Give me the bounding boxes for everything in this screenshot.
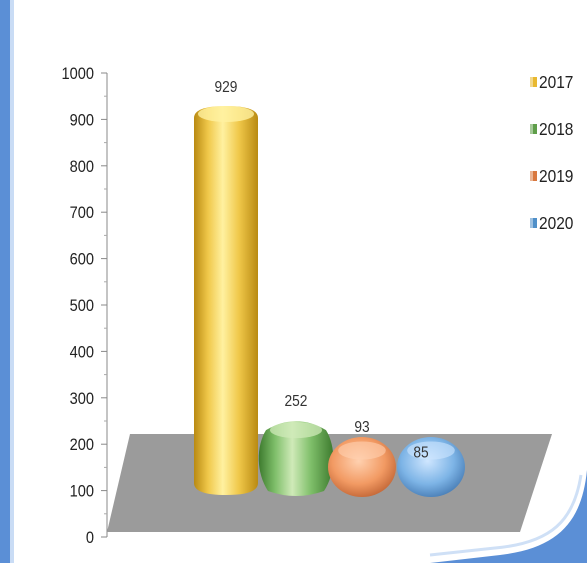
y-tick-label: 300 <box>70 390 95 408</box>
legend-item-2018: 2018 <box>530 119 573 139</box>
legend-label: 2019 <box>539 166 573 186</box>
bar-top <box>338 441 386 460</box>
data-labels: 929 252 93 85 <box>215 78 429 462</box>
legend-swatch <box>530 171 537 181</box>
legend-swatch-highlight <box>530 171 533 181</box>
data-label-2018: 252 <box>285 392 308 410</box>
y-tick-label: 100 <box>70 483 95 501</box>
legend-swatch-highlight <box>530 218 533 228</box>
y-tick-label: 0 <box>86 529 94 547</box>
bar-2020 <box>397 437 465 497</box>
y-tick-label: 400 <box>70 343 95 361</box>
legend-swatch <box>530 218 537 228</box>
bar-body <box>258 421 334 496</box>
bar-2019 <box>328 437 396 497</box>
y-tick-label: 800 <box>70 158 95 176</box>
frame-bottom-curve-highlight <box>429 474 583 557</box>
data-label-2019: 93 <box>354 418 369 436</box>
legend-swatch-highlight <box>530 124 533 134</box>
legend-item-2017: 2017 <box>530 72 573 92</box>
bar-2018 <box>258 421 334 496</box>
data-label-2020: 85 <box>413 444 428 462</box>
y-tick-label: 200 <box>70 436 95 454</box>
frame-left-stripe <box>10 0 14 563</box>
bars <box>194 105 465 497</box>
legend-label: 2020 <box>539 213 573 233</box>
data-label-2017: 929 <box>215 78 238 96</box>
legend-swatch <box>530 124 537 134</box>
y-tick-label: 900 <box>70 111 95 129</box>
y-tick-label: 500 <box>70 297 95 315</box>
legend-swatch-highlight <box>530 77 533 87</box>
bar-body <box>194 105 258 495</box>
bar-2017 <box>194 105 258 495</box>
legend-item-2020: 2020 <box>530 213 573 233</box>
bar-top <box>270 422 322 439</box>
bar-top <box>198 105 254 122</box>
y-tick-label: 600 <box>70 251 95 269</box>
frame-left-bar <box>0 0 10 563</box>
legend-label: 2018 <box>539 119 573 139</box>
legend: 2017 2018 2019 2020 <box>530 72 573 233</box>
y-tick-label: 1000 <box>61 65 94 83</box>
y-axis: 0 100 200 300 400 500 600 700 800 900 1000 <box>61 65 108 547</box>
frame-bottom-curve <box>430 470 587 563</box>
legend-item-2019: 2019 <box>530 166 573 186</box>
bar-top <box>407 441 455 460</box>
legend-swatch <box>530 77 537 87</box>
legend-label: 2017 <box>539 72 573 92</box>
y-tick-label: 700 <box>70 204 95 222</box>
